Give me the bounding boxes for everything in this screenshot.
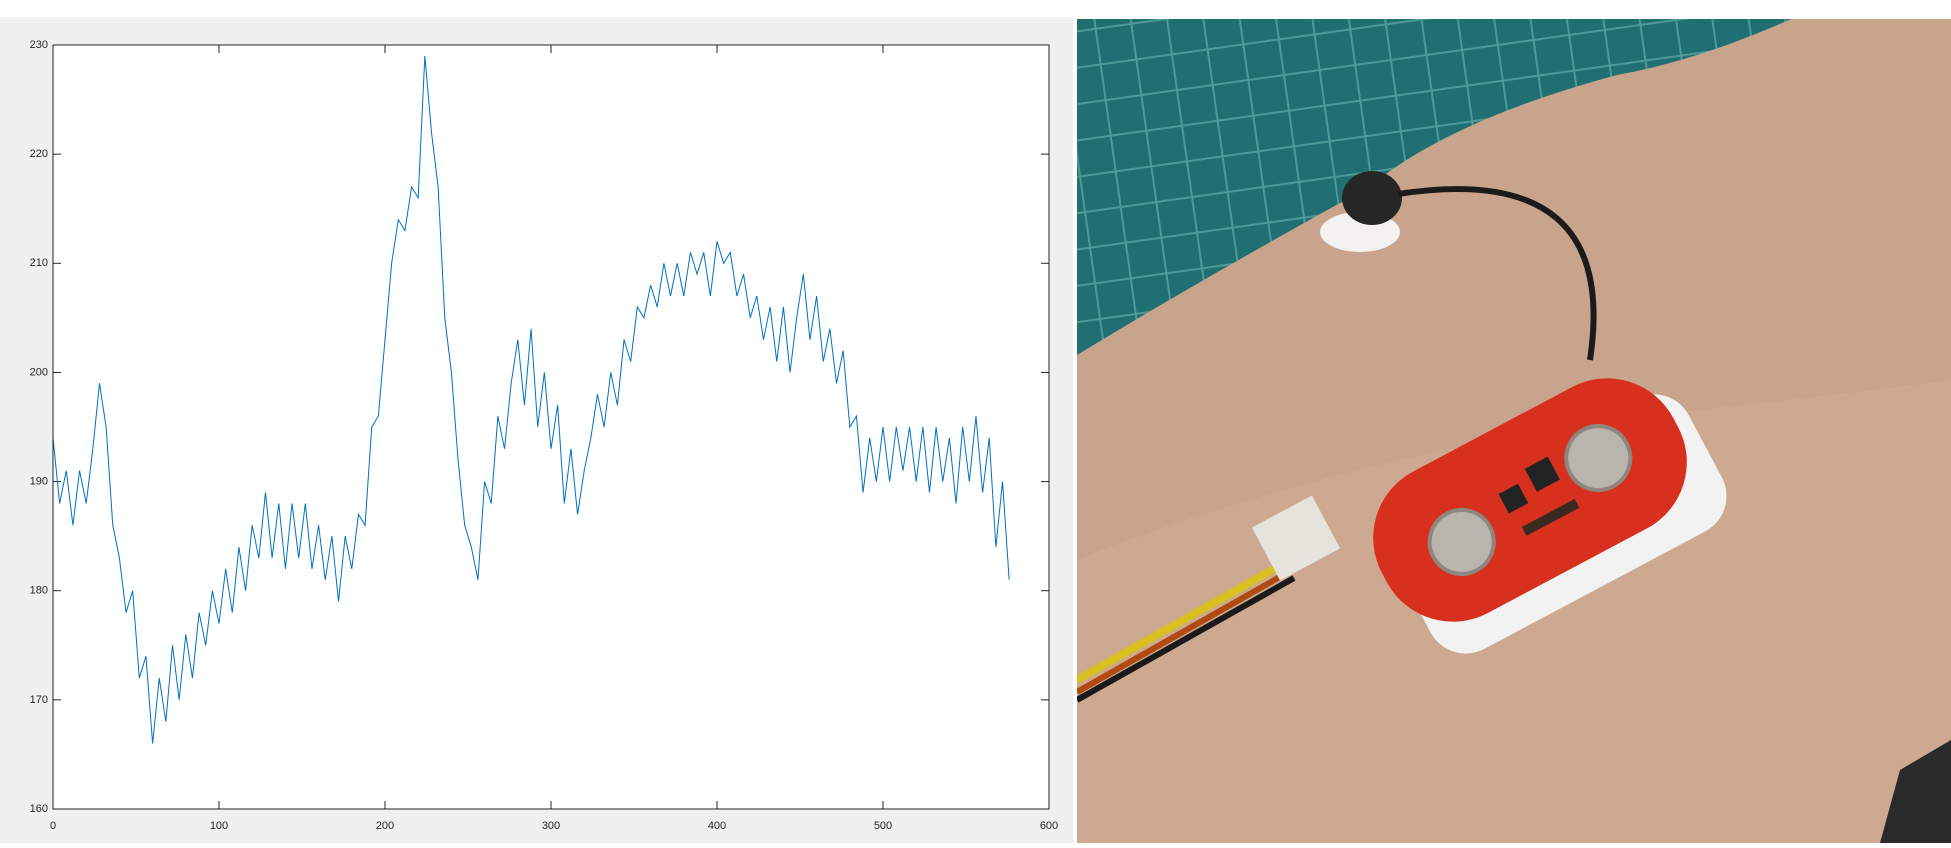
y-tick-label: 200 xyxy=(30,366,48,378)
x-tick-label: 200 xyxy=(376,820,394,832)
page: body { margin: 0; width: 1951px; height:… xyxy=(0,0,1951,843)
x-tick-label: 600 xyxy=(1040,820,1058,832)
y-tick-label: 170 xyxy=(30,694,48,706)
electrode xyxy=(1342,171,1402,225)
screen: {"chart_data": {"type": "line", "color":… xyxy=(0,0,1951,843)
photo xyxy=(1077,19,1951,843)
y-tick-label: 230 xyxy=(30,39,48,51)
y-tick-label: 210 xyxy=(30,257,48,269)
axes-background xyxy=(53,45,1049,809)
y-tick-label: 180 xyxy=(30,585,48,597)
y-tick-label: 190 xyxy=(30,475,48,487)
screenshot: 0 100 200 300 400 500 600 160 170 180 190 200 210 220… xyxy=(0,0,1951,843)
y-tick-label: 220 xyxy=(30,148,48,160)
x-tick-label: 300 xyxy=(542,820,560,832)
x-tick-label: 500 xyxy=(874,820,892,832)
x-tick-label: 100 xyxy=(210,820,228,832)
x-tick-label: 0 xyxy=(50,820,56,832)
x-tick-label: 400 xyxy=(708,820,726,832)
y-tick-label: 160 xyxy=(30,803,48,815)
